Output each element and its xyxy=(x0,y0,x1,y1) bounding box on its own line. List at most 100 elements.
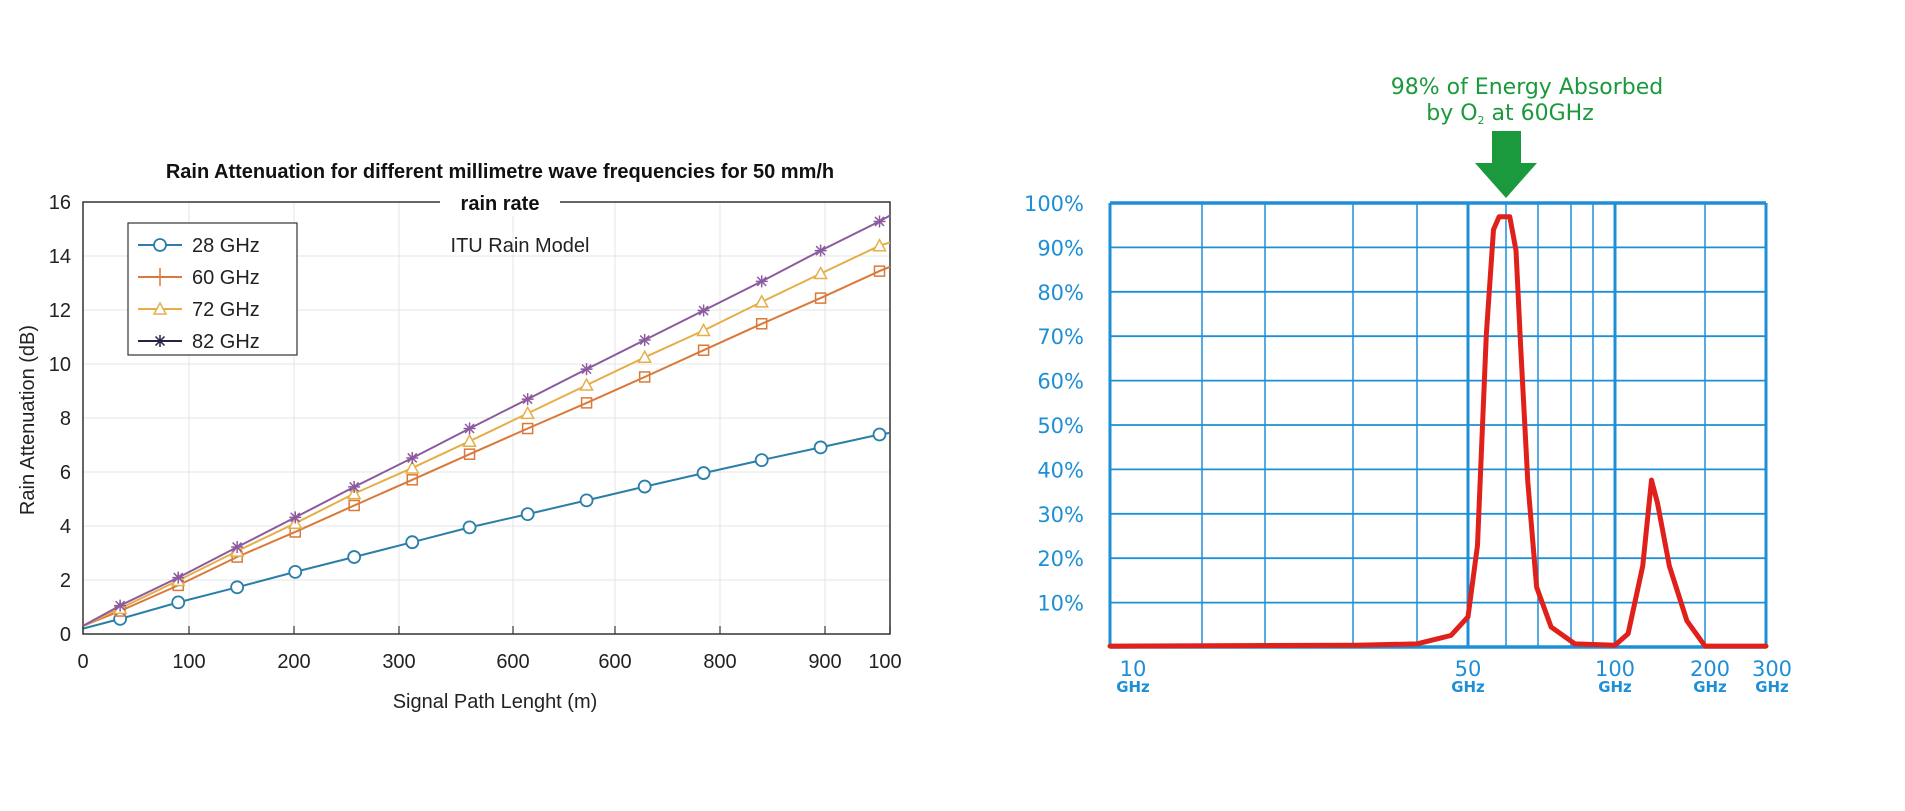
legend: 28 GHz 60 GHz 72 GHz 82 GHz xyxy=(127,222,298,356)
legend-label: 72 GHz xyxy=(192,299,260,321)
data-point xyxy=(520,405,535,420)
x-tick-label: 100 xyxy=(172,651,205,673)
data-point xyxy=(231,541,244,554)
y-tick-label: 60% xyxy=(1037,370,1084,394)
data-point xyxy=(348,499,360,512)
data-point xyxy=(463,422,476,435)
data-point xyxy=(873,215,886,228)
x-axis-label: Signal Path Lenght (m) xyxy=(393,691,598,713)
x-tick-label: 600 xyxy=(598,651,631,673)
legend-label: 28 GHz xyxy=(192,235,260,257)
data-point xyxy=(580,397,593,409)
legend-marker xyxy=(153,238,167,252)
legend-marker xyxy=(154,335,166,347)
data-point xyxy=(697,304,710,317)
series-line xyxy=(82,265,891,627)
oxygen-absorption-chart: 100%90%80%70%60%50%40%30%20%10%10GHz50GH… xyxy=(1024,75,1792,696)
x-tick-label: 600 xyxy=(496,651,529,673)
x-tick-label: 300 xyxy=(382,651,415,673)
data-point xyxy=(755,275,768,288)
data-point xyxy=(814,292,827,304)
data-point xyxy=(113,611,128,626)
legend-marker xyxy=(152,301,168,315)
y-tick-label: 0 xyxy=(60,624,71,646)
y-tick-label: 14 xyxy=(49,246,71,268)
legend-label: 60 GHz xyxy=(192,267,260,289)
annotation-line-2: by O2 at 60GHz xyxy=(1426,101,1594,127)
x-tick-label: 100 xyxy=(1595,657,1635,681)
data-point xyxy=(347,550,362,564)
y-tick-label: 80% xyxy=(1037,281,1084,305)
y-tick-label: 90% xyxy=(1037,236,1084,260)
data-point xyxy=(872,427,887,442)
y-tick-label: 30% xyxy=(1037,503,1084,527)
data-point xyxy=(288,565,303,579)
data-point xyxy=(872,238,887,252)
y-tick-label: 4 xyxy=(60,516,71,538)
data-point xyxy=(637,349,652,363)
data-point xyxy=(579,493,594,508)
y-tick-label: 10 xyxy=(49,354,71,376)
y-tick-label: 20% xyxy=(1037,547,1084,571)
chart-title-line-2: rain rate xyxy=(461,193,540,215)
series-line xyxy=(82,214,891,627)
x-tick-label: 200 xyxy=(277,651,310,673)
data-point xyxy=(462,520,477,535)
y-tick-label: 16 xyxy=(49,192,71,214)
x-tick-unit: GHz xyxy=(1598,678,1632,696)
y-tick-label: 10% xyxy=(1037,592,1084,616)
x-tick-label: 10 xyxy=(1120,657,1147,681)
data-point xyxy=(755,318,768,330)
data-point xyxy=(520,507,535,522)
data-point xyxy=(346,486,362,500)
data-point xyxy=(873,265,886,277)
x-tick-label: 100 xyxy=(868,651,901,673)
x-tick-label: 900 xyxy=(808,651,841,673)
data-point xyxy=(521,422,534,435)
series-28-ghz xyxy=(82,427,891,630)
y-axis-label: Rain Attenuation (dB) xyxy=(17,325,39,515)
x-tick-unit: GHz xyxy=(1451,678,1485,696)
y-tick-label: 8 xyxy=(60,408,71,430)
legend-label: 82 GHz xyxy=(192,331,260,353)
itu-rain-model-annotation: ITU Rain Model xyxy=(451,235,590,257)
y-tick-label: 6 xyxy=(60,462,71,484)
legend-marker xyxy=(153,268,167,286)
data-point xyxy=(406,474,419,486)
x-tick-label: 200 xyxy=(1690,657,1730,681)
legend-item: 72 GHz xyxy=(138,299,260,321)
legend-item: 28 GHz xyxy=(138,235,260,257)
data-point xyxy=(404,460,420,474)
data-point xyxy=(638,333,651,346)
y-tick-label: 100% xyxy=(1024,192,1084,216)
y-tick-label: 70% xyxy=(1037,325,1084,349)
right-ticks: 100%90%80%70%60%50%40%30%20%10%10GHz50GH… xyxy=(1024,192,1792,696)
series-line xyxy=(82,431,891,630)
data-point xyxy=(348,480,361,493)
data-point xyxy=(754,453,769,468)
data-point xyxy=(697,344,710,356)
data-point xyxy=(462,433,477,447)
data-point xyxy=(814,244,827,257)
data-point xyxy=(405,535,420,550)
arrow-down-icon xyxy=(1475,131,1537,198)
x-tick-unit: GHz xyxy=(1116,678,1150,696)
x-tick-unit: GHz xyxy=(1755,678,1789,696)
y-tick-label: 50% xyxy=(1037,414,1084,438)
data-point xyxy=(813,440,828,455)
series-line xyxy=(82,241,891,627)
x-tick-label: 800 xyxy=(703,651,736,673)
data-point xyxy=(114,599,127,612)
annotation-line-1: 98% of Energy Absorbed xyxy=(1391,75,1664,100)
data-point xyxy=(638,371,651,383)
data-point xyxy=(813,265,828,280)
x-tick-label: 0 xyxy=(77,651,88,673)
legend-item: 82 GHz xyxy=(138,331,260,353)
x-tick-label: 50 xyxy=(1455,657,1482,681)
x-tick-label: 300 xyxy=(1752,657,1792,681)
data-point xyxy=(580,363,593,376)
title-bg xyxy=(440,190,560,216)
